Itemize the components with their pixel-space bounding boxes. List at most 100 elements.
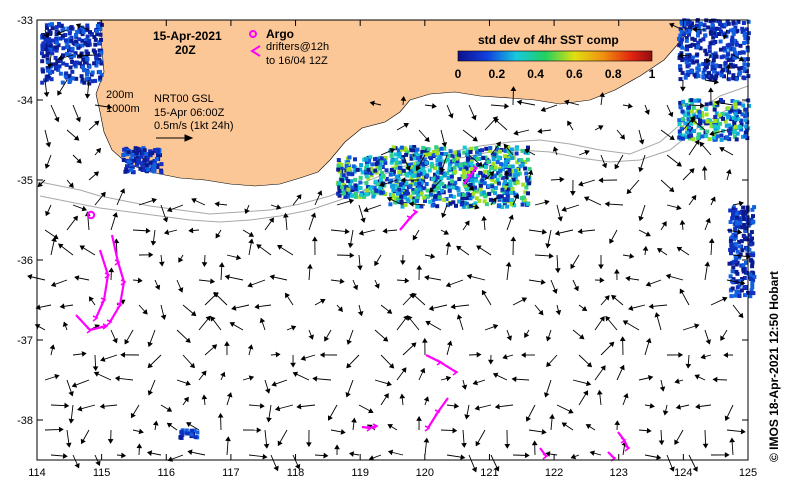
sst-pixel — [744, 127, 749, 132]
sst-pixel — [495, 160, 500, 165]
sst-pixel — [355, 167, 360, 172]
sst-pixel — [450, 153, 455, 158]
current-vector-head — [504, 169, 510, 175]
sst-pixel — [713, 101, 718, 105]
current-vector-head — [379, 181, 385, 188]
sst-pixel — [412, 156, 417, 161]
current-vector-head — [57, 243, 64, 249]
sst-pixel — [413, 173, 418, 178]
current-vector-head — [570, 191, 576, 196]
sst-pixel — [743, 134, 748, 139]
sst-pixel — [453, 180, 458, 185]
sst-pixel — [67, 31, 72, 36]
current-vector-head — [422, 337, 428, 343]
sst-pixel — [47, 37, 52, 42]
current-vector-head — [256, 244, 262, 250]
current-vector-head — [50, 281, 57, 288]
current-vector-head — [448, 113, 454, 119]
sst-pixel — [514, 151, 519, 156]
sst-pixel — [69, 38, 74, 43]
sst-pixel — [689, 98, 694, 103]
current-vector-head — [627, 103, 633, 109]
sst-pixel — [521, 195, 526, 200]
current-vector-head — [656, 248, 663, 254]
sst-pixel — [728, 220, 733, 224]
current-vector-head — [669, 134, 675, 141]
sst-pixel — [488, 197, 493, 202]
current-vector-head — [679, 219, 686, 225]
current-vector-head — [266, 417, 272, 423]
y-tick-label: -36 — [17, 255, 33, 267]
sst-pixel — [459, 202, 464, 207]
isobath-lines — [39, 85, 749, 223]
sst-pixel — [159, 162, 164, 167]
sst-pixel — [72, 62, 77, 67]
sst-pixel — [421, 145, 426, 150]
current-vector-head — [323, 452, 329, 459]
sst-pixel — [375, 182, 380, 187]
sst-pixel — [137, 160, 141, 165]
current-vector-head — [677, 52, 683, 59]
current-vector-head — [690, 117, 696, 124]
sst-pixel — [738, 252, 743, 257]
sst-pixel — [464, 201, 469, 206]
sst-pixel — [739, 239, 744, 244]
current-vector-head — [601, 162, 608, 169]
current-vector-head — [492, 323, 499, 330]
sst-pixel — [64, 71, 69, 76]
sst-pixel — [94, 63, 99, 68]
sst-pixel — [489, 175, 494, 180]
sst-pixel — [726, 29, 730, 34]
sst-pixel — [688, 54, 693, 59]
current-vector-head — [95, 147, 102, 154]
sst-pixel — [86, 51, 90, 56]
sst-pixel — [413, 170, 418, 175]
sst-pixel — [726, 115, 730, 120]
sst-pixel — [468, 164, 473, 169]
current-vector-head — [386, 380, 392, 387]
colorbar-tick-label: 0.2 — [488, 67, 505, 81]
current-vector-head — [411, 292, 417, 299]
current-vector-head — [217, 412, 224, 418]
current-vector-head — [700, 102, 705, 109]
current-vector-head — [92, 366, 99, 372]
sst-pixel — [504, 164, 509, 168]
drifter-track — [94, 249, 110, 319]
sst-pixel — [414, 179, 418, 184]
current-vector-head — [538, 309, 544, 316]
current-vector-head — [74, 462, 80, 469]
current-vector-head — [214, 201, 220, 207]
sst-pixel — [685, 55, 690, 60]
sst-pixel — [691, 105, 696, 110]
current-vector-head — [709, 130, 715, 137]
sst-pixel — [153, 148, 158, 153]
sst-pixel — [438, 162, 443, 166]
current-vector-head — [412, 234, 418, 241]
current-vector-head — [224, 274, 230, 280]
current-vector-head — [658, 440, 665, 446]
sst-pixel — [482, 191, 486, 196]
sst-pixel — [730, 99, 735, 103]
current-vector-head — [352, 284, 359, 291]
current-vector-head — [549, 413, 555, 419]
current-vector-head — [229, 322, 236, 328]
sst-pixel — [715, 71, 720, 76]
sst-pixel — [738, 220, 743, 225]
sst-pixel — [445, 158, 450, 162]
current-vector-head — [226, 392, 233, 398]
isobath-1000m — [39, 99, 749, 223]
current-vector-head — [74, 275, 80, 281]
current-vector-head — [100, 356, 106, 362]
current-vector-head — [62, 453, 68, 459]
y-tick-label: -38 — [17, 415, 33, 427]
sst-pixel — [419, 204, 424, 209]
sst-pixel — [680, 70, 685, 75]
sst-pixel — [87, 81, 92, 86]
sst-pixel — [97, 40, 101, 45]
map-time: 20Z — [175, 43, 196, 57]
current-vector-head — [95, 460, 101, 466]
sst-pixel — [346, 171, 351, 176]
sst-pixel — [415, 153, 420, 158]
sst-pixel — [678, 77, 683, 82]
sst-pixel — [470, 174, 475, 179]
